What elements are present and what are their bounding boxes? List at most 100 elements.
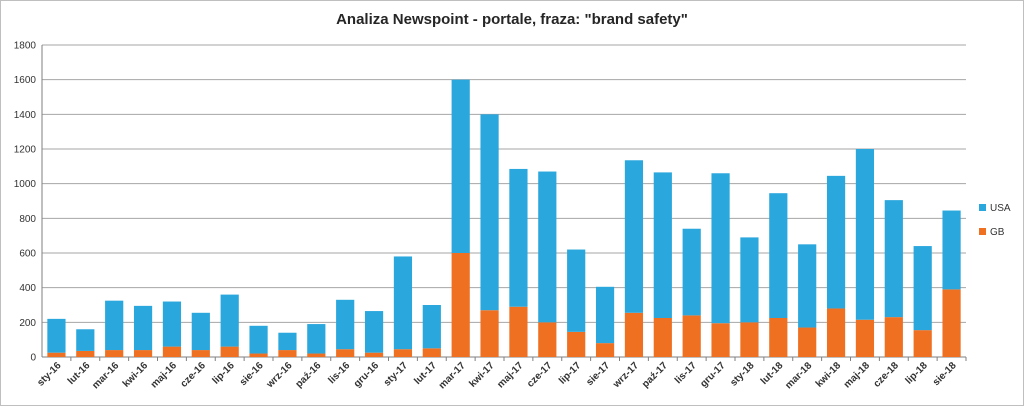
x-tick-label: mar-18 bbox=[783, 360, 814, 391]
bar-gb bbox=[336, 349, 355, 357]
bar-gb bbox=[595, 343, 615, 357]
y-tick-label: 1000 bbox=[14, 179, 37, 190]
x-tick-label: maj-17 bbox=[495, 360, 525, 390]
x-tick-label: kwi-18 bbox=[814, 360, 844, 390]
legend-label-gb: GB bbox=[990, 227, 1005, 238]
x-tick-label: lut-16 bbox=[66, 360, 93, 387]
bar-gb bbox=[249, 353, 268, 357]
bar-usa bbox=[509, 168, 528, 307]
bar-usa bbox=[711, 173, 730, 324]
bar-gb bbox=[653, 318, 672, 357]
bar-usa bbox=[653, 172, 672, 318]
bar-usa bbox=[393, 256, 413, 350]
bar-gb bbox=[133, 350, 153, 357]
bar-gb bbox=[451, 253, 470, 357]
bar-usa bbox=[105, 300, 124, 351]
legend-label-usa: USA bbox=[990, 203, 1011, 214]
bar-gb bbox=[307, 353, 326, 357]
x-tick-label: sie-17 bbox=[584, 360, 612, 388]
bar-usa bbox=[567, 249, 586, 332]
x-tick-label: mar-16 bbox=[90, 360, 121, 391]
bar-gb bbox=[711, 323, 730, 357]
x-tick-label: lut-17 bbox=[412, 360, 439, 387]
x-tick-label: cze-18 bbox=[872, 360, 902, 390]
x-tick-label: gru-17 bbox=[698, 360, 728, 390]
bar-usa bbox=[220, 294, 239, 347]
y-tick-label: 1200 bbox=[14, 145, 37, 156]
bar-gb bbox=[913, 330, 932, 357]
x-tick-label: paź-16 bbox=[294, 360, 324, 390]
y-tick-label: 1800 bbox=[14, 41, 37, 52]
x-tick-label: kwi-16 bbox=[121, 360, 151, 390]
bar-gb bbox=[393, 349, 413, 357]
y-tick-label: 600 bbox=[19, 249, 36, 260]
bar-gb bbox=[942, 289, 961, 357]
bar-gb bbox=[422, 348, 441, 357]
bar-usa bbox=[47, 318, 66, 353]
legend-swatch-gb bbox=[979, 228, 986, 235]
y-tick-label: 1400 bbox=[14, 110, 37, 121]
x-tick-label: maj-18 bbox=[842, 360, 872, 390]
bar-usa bbox=[942, 210, 961, 290]
bar-usa bbox=[364, 311, 384, 353]
bar-usa bbox=[769, 193, 788, 318]
x-tick-label: lis-17 bbox=[673, 360, 699, 386]
bar-gb bbox=[826, 308, 846, 357]
x-tick-label: lis-16 bbox=[326, 360, 352, 386]
y-tick-label: 0 bbox=[30, 353, 36, 364]
legend-swatch-usa bbox=[979, 204, 986, 211]
x-tick-label: sty-17 bbox=[382, 360, 411, 389]
bar-usa bbox=[682, 228, 701, 316]
bar-gb bbox=[278, 350, 297, 357]
bar-gb bbox=[855, 319, 875, 357]
x-tick-label: lut-18 bbox=[759, 360, 786, 387]
bar-gb bbox=[220, 346, 239, 357]
x-tick-label: cze-17 bbox=[525, 360, 555, 390]
bar-usa bbox=[278, 332, 297, 351]
y-tick-label: 1600 bbox=[14, 75, 37, 86]
bar-gb bbox=[624, 312, 644, 357]
x-tick-label: maj-16 bbox=[149, 360, 179, 390]
x-tick-label: cze-16 bbox=[179, 360, 209, 390]
bar-usa bbox=[480, 114, 499, 311]
x-tick-label: lip-18 bbox=[904, 360, 931, 387]
bar-gb bbox=[567, 331, 586, 357]
bar-gb bbox=[480, 310, 499, 357]
bar-gb bbox=[162, 346, 182, 357]
bar-usa bbox=[76, 329, 95, 351]
x-tick-label: kwi-17 bbox=[467, 360, 497, 390]
bar-gb bbox=[538, 322, 557, 357]
bar-usa bbox=[884, 200, 903, 318]
bar-usa bbox=[855, 149, 875, 320]
bar-gb bbox=[682, 315, 701, 357]
bar-gb bbox=[105, 350, 124, 357]
bar-usa bbox=[133, 305, 153, 351]
x-tick-label: wrz-17 bbox=[611, 360, 642, 391]
x-tick-label: wrz-16 bbox=[264, 360, 295, 391]
y-tick-label: 200 bbox=[19, 318, 36, 329]
bar-gb bbox=[191, 350, 210, 357]
bar-gb bbox=[769, 318, 788, 357]
bar-gb bbox=[884, 317, 903, 357]
bar-usa bbox=[191, 312, 210, 351]
bar-usa bbox=[595, 286, 615, 344]
chart-title: Analiza Newspoint - portale, fraza: "bra… bbox=[336, 11, 688, 28]
bar-usa bbox=[798, 244, 817, 328]
bar-usa bbox=[624, 160, 644, 313]
x-tick-label: lip-16 bbox=[211, 360, 238, 387]
bar-gb bbox=[364, 352, 384, 357]
x-tick-label: gru-16 bbox=[352, 360, 382, 390]
x-tick-label: sie-18 bbox=[931, 360, 959, 388]
x-tick-label: lip-17 bbox=[557, 360, 584, 387]
x-tick-label: sty-16 bbox=[35, 360, 64, 389]
x-tick-label: paź-17 bbox=[640, 360, 670, 390]
bar-usa bbox=[740, 237, 759, 323]
y-tick-label: 400 bbox=[19, 283, 36, 294]
bar-usa bbox=[422, 305, 441, 349]
x-tick-label: mar-17 bbox=[437, 360, 468, 391]
bar-gb bbox=[509, 306, 528, 357]
bar-gb bbox=[740, 322, 759, 357]
bar-usa bbox=[826, 175, 846, 309]
